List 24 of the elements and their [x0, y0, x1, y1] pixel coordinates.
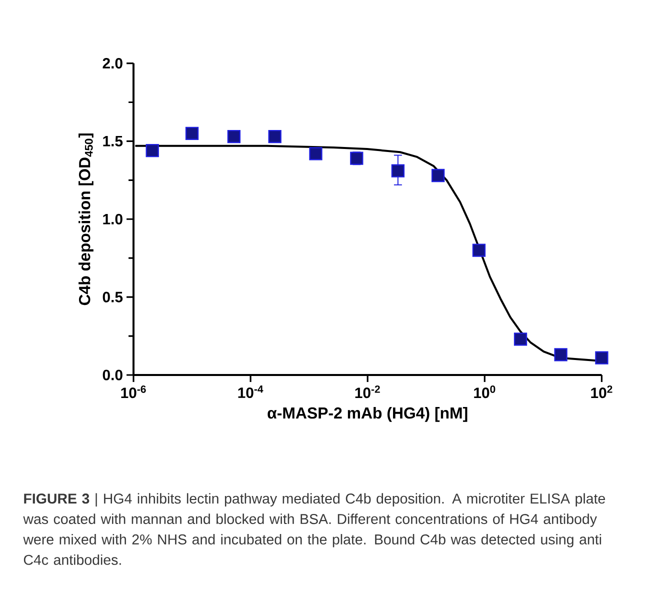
- x-tick-label: 10$^{0}$: [474, 385, 496, 398]
- y-tick-label: 1.5: [103, 136, 123, 146]
- point: [185, 126, 199, 140]
- x-tick-label: 10$^{-2}$: [355, 385, 380, 398]
- text: FIGURE 3 | HG4 inhibits lectin pathway mediated C4b deposition. A microtiter ELISA plate was coated with mannan and blocked with BSA. Different concentrations of HG4 antibody were mixed with 2% NHS and incubated on the plate. Bound C4b was detected using anti C4c antibodies.: [23, 493, 606, 565]
- point: [595, 351, 608, 364]
- point: [268, 130, 282, 144]
- y-tick-label: 1.0: [103, 214, 122, 224]
- x-tick-label: 10$^{-4}$: [238, 385, 264, 398]
- y-axis-title: C4b deposition [OD$_{450}$]: [78, 133, 94, 306]
- point: [554, 348, 568, 362]
- point: [432, 168, 445, 182]
- x-tick-label: 10$^{-6}$: [121, 385, 146, 398]
- point: [391, 164, 405, 178]
- point: [472, 244, 486, 257]
- x-axis-title: α-MASP-2 mAb (HG4) [nM]: [268, 406, 468, 422]
- point: [309, 147, 322, 160]
- point: [227, 130, 241, 144]
- y-tick-label: 2.0: [102, 58, 122, 69]
- point: [514, 332, 528, 346]
- x-tick-label: 10$^{2}$: [591, 385, 612, 398]
- point: [146, 144, 159, 158]
- y-tick-label: 0.0: [102, 370, 122, 380]
- y-tick-label: 0.5: [102, 292, 123, 302]
